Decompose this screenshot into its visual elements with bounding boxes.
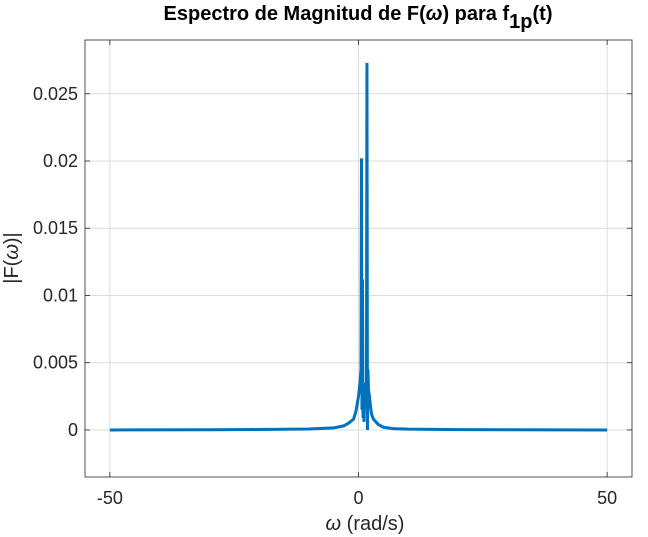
x-tick-label: -50 xyxy=(97,488,123,508)
y-tick-labels: 0 0.005 0.01 0.015 0.02 0.025 xyxy=(33,84,78,440)
x-tick-label: 50 xyxy=(597,488,617,508)
spectrum-series-line xyxy=(109,62,608,432)
y-tick-label: 0.015 xyxy=(33,218,78,238)
tick-marks xyxy=(85,40,632,477)
y-axis-omega: ω xyxy=(1,244,23,260)
title-omega: ω xyxy=(426,3,443,25)
y-tick-label: 0.025 xyxy=(33,84,78,104)
x-axis-omega: ω xyxy=(326,513,342,535)
y-tick-label: 0.01 xyxy=(43,285,78,305)
x-tick-labels: -50 0 50 xyxy=(97,488,617,508)
title-end: (t) xyxy=(533,3,553,25)
x-axis-unit: (rad/s) xyxy=(341,513,404,535)
x-axis-label: ω (rad/s) xyxy=(326,513,405,535)
y-tick-label: 0 xyxy=(68,420,78,440)
title-mid: ) para f xyxy=(442,3,509,25)
chart-title: Espectro de Magnitud de F(ω) para f1p(t) xyxy=(164,3,553,33)
x-tick-label: 0 xyxy=(353,488,363,508)
title-subscript: 1p xyxy=(509,11,532,33)
y-axis-post: )| xyxy=(1,232,23,244)
y-tick-label: 0.005 xyxy=(33,353,78,373)
y-axis-label: |F(ω)| xyxy=(1,232,23,284)
data-layer xyxy=(109,62,608,432)
y-axis-pre: |F( xyxy=(1,259,23,283)
y-tick-label: 0.02 xyxy=(43,151,78,171)
title-main: Espectro de Magnitud de F( xyxy=(164,3,427,25)
